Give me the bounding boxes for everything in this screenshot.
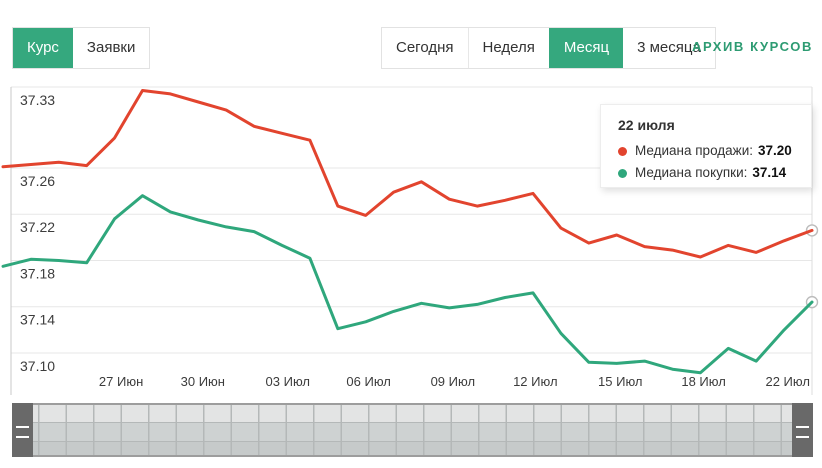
chart-tooltip: 22 июля Медиана продажи: 37.20 Медиана п… <box>600 104 812 188</box>
rate-line-chart[interactable]: 37.33 37.26 37.22 37.18 37.14 37.10 27 Июн 30 И… <box>0 0 822 400</box>
period-3months-button[interactable]: 3 месяца <box>623 28 715 68</box>
grip-icon <box>796 426 809 438</box>
x-tick-label: 22 Июл <box>765 374 809 389</box>
range-slider-right-handle[interactable] <box>792 403 813 457</box>
tooltip-buy-row: Медиана покупки: 37.14 <box>618 162 794 184</box>
tooltip-buy-label: Медиана покупки: <box>635 165 748 180</box>
x-tick-label: 06 Июл <box>346 374 390 389</box>
tooltip-sell-row: Медиана продажи: 37.20 <box>618 140 794 162</box>
x-tick-label: 18 Июл <box>681 374 725 389</box>
y-tick-label: 37.26 <box>20 173 55 189</box>
range-slider-left-handle[interactable] <box>12 403 33 457</box>
tab-rate[interactable]: Курс <box>13 28 73 68</box>
tooltip-sell-label: Медиана продажи: <box>635 143 753 158</box>
tooltip-buy-value: 37.14 <box>752 165 787 180</box>
x-tick-label: 27 Июн <box>99 374 143 389</box>
buy-dot-icon <box>618 168 627 178</box>
x-tick-label: 15 Июл <box>598 374 642 389</box>
tab-orders[interactable]: Заявки <box>72 28 150 68</box>
x-tick-label: 09 Июл <box>431 374 475 389</box>
period-month-button[interactable]: Месяц <box>548 28 624 68</box>
series-line <box>1 194 814 375</box>
y-tick-label: 37.14 <box>20 312 55 328</box>
sell-dot-icon <box>618 146 627 156</box>
y-tick-label: 37.22 <box>20 219 55 235</box>
x-tick-label: 03 Июл <box>266 374 310 389</box>
range-slider-track[interactable] <box>12 403 813 457</box>
period-today-button[interactable]: Сегодня <box>382 28 468 68</box>
period-week-button[interactable]: Неделя <box>467 28 549 68</box>
x-tick-label: 12 Июл <box>513 374 557 389</box>
grip-icon <box>16 426 29 438</box>
tooltip-date: 22 июля <box>618 117 675 133</box>
archive-link[interactable]: АРХИВ КУРСОВ <box>691 39 813 54</box>
y-tick-label: 37.33 <box>20 92 55 108</box>
series-line <box>1 89 814 259</box>
y-tick-label: 37.18 <box>20 265 55 281</box>
view-tabs: Курс Заявки <box>12 27 151 69</box>
y-tick-label: 37.10 <box>20 358 55 374</box>
tooltip-sell-value: 37.20 <box>758 143 792 158</box>
period-tabs: Сегодня Неделя Месяц 3 месяца <box>381 27 716 69</box>
x-tick-label: 30 Июн <box>181 374 225 389</box>
